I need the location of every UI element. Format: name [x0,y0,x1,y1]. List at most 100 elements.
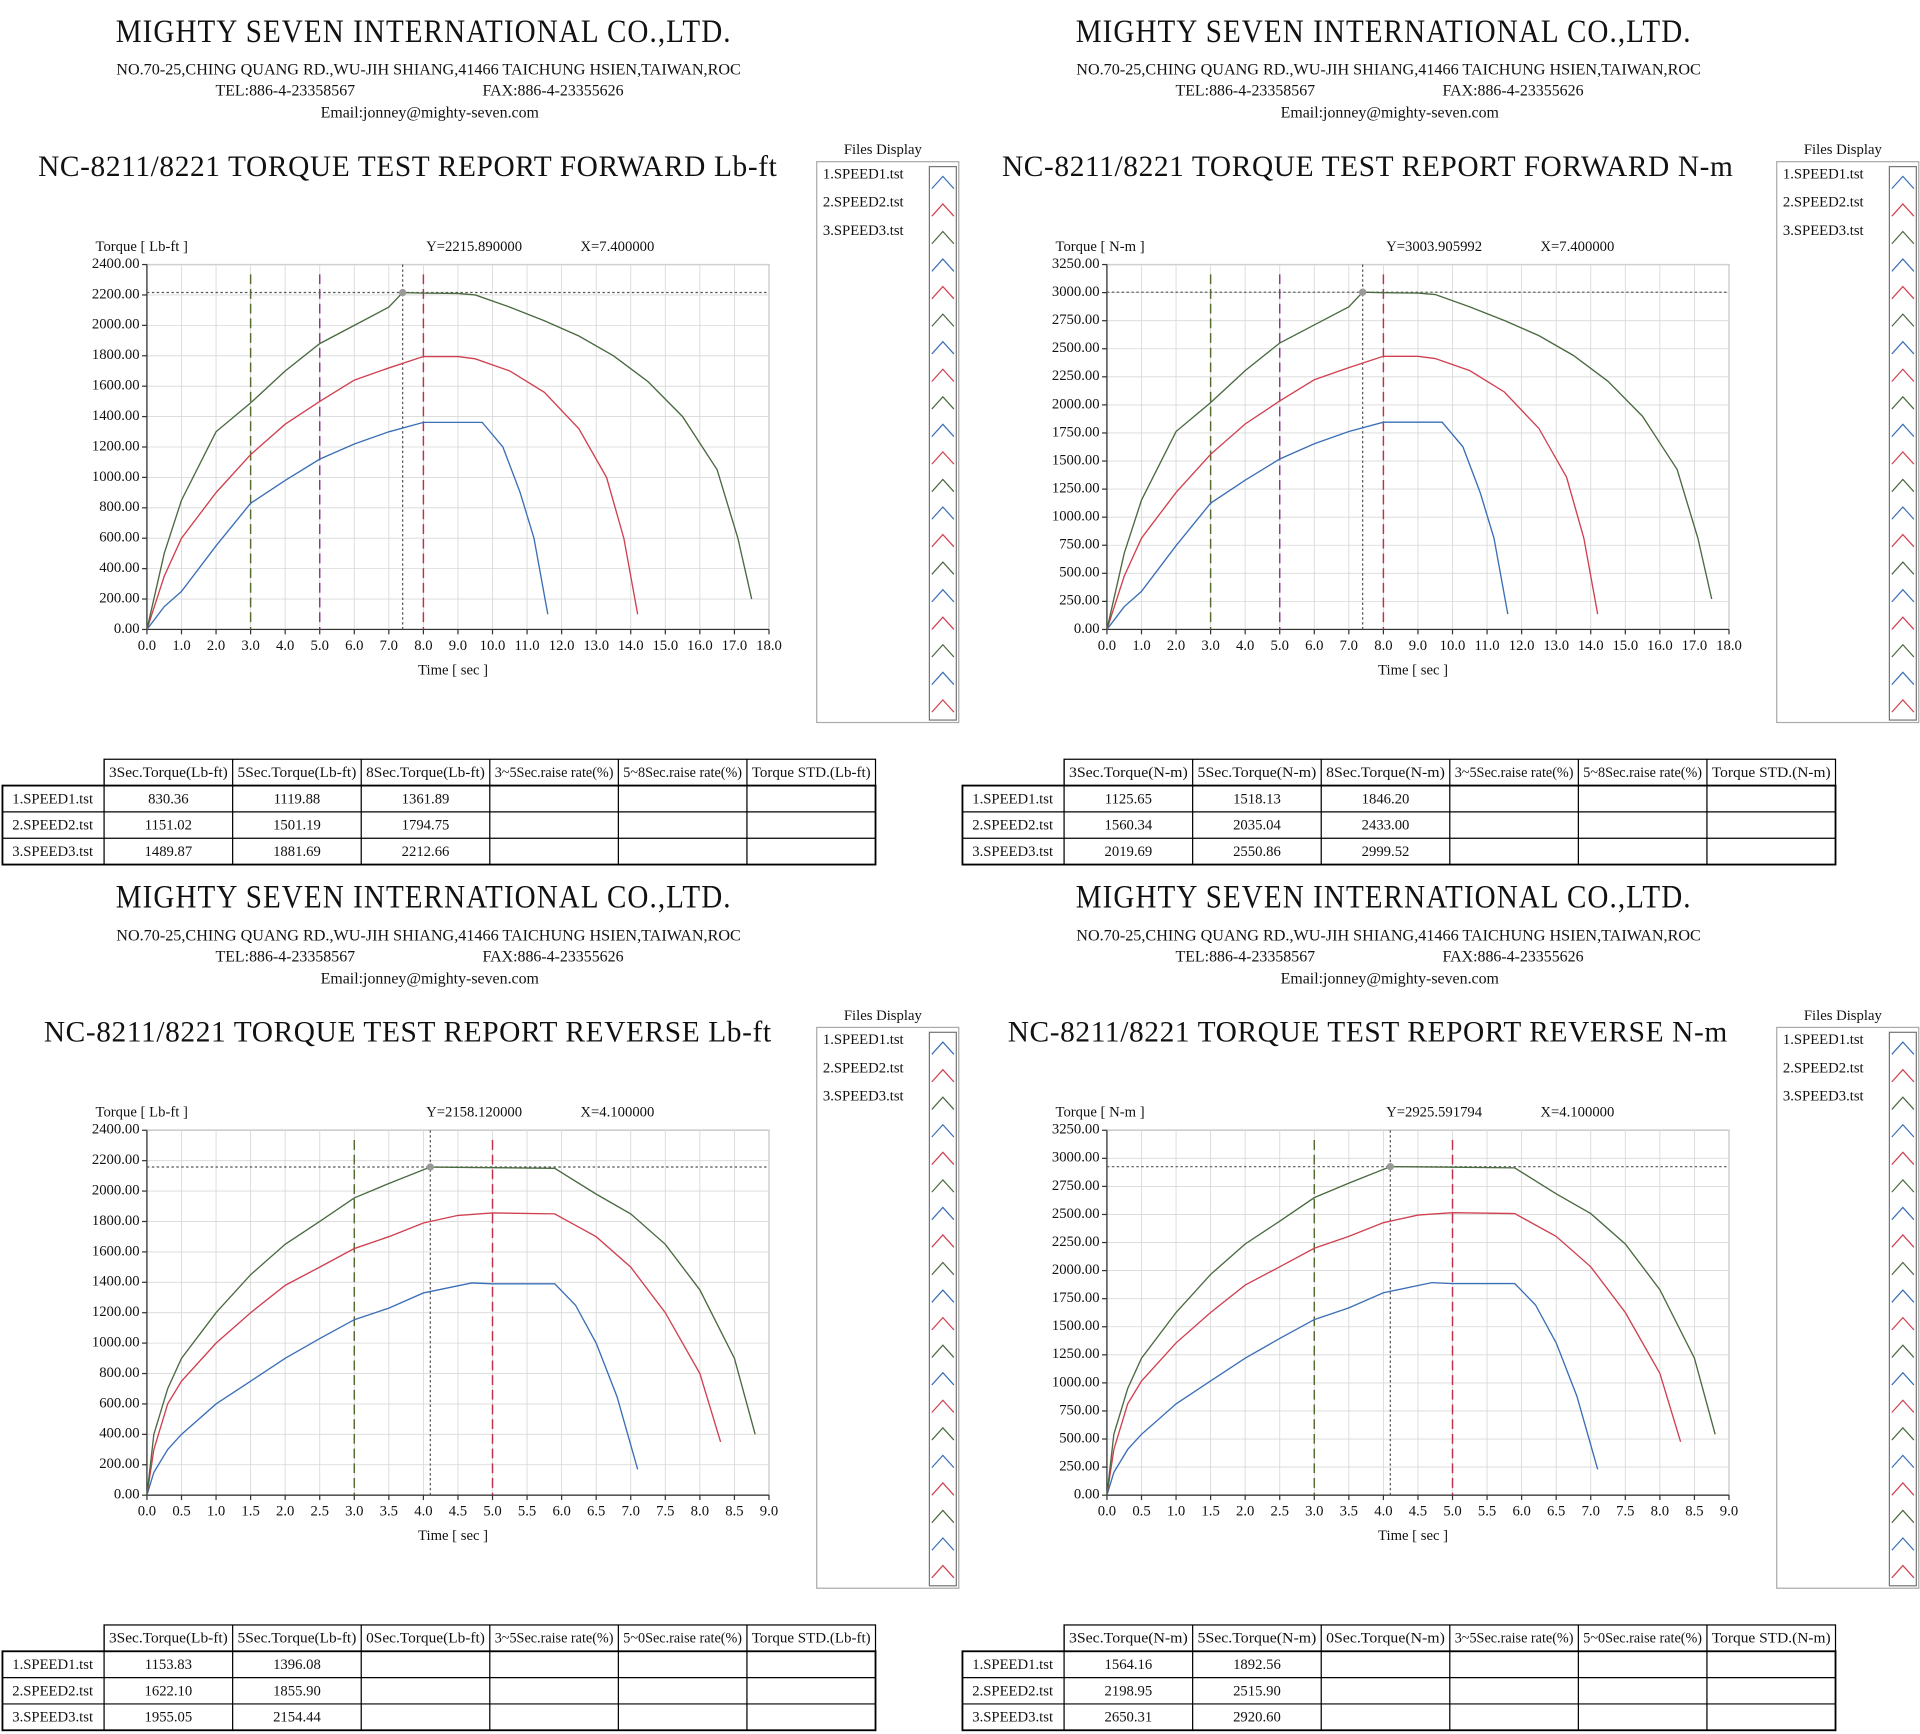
x-tick-label: 6.0 [345,638,363,654]
legend-icon [931,561,955,575]
x-tick-label: 4.0 [276,638,294,654]
table-cell: 1518.13 [1233,791,1281,807]
table-header: Torque STD.(N-m) [1712,765,1831,781]
y-tick-label: 1750.00 [1052,1290,1100,1306]
company-tel: TEL:886-4-23358567 [1176,83,1316,100]
x-tick-label: 14.0 [618,638,644,654]
legend-entry: 3.SPEED3.tst [823,223,904,239]
table-cell: 2920.60 [1233,1710,1281,1726]
legend-icon [1891,395,1915,410]
table-cell: 2550.86 [1233,844,1281,860]
x-tick-label: 5.5 [518,1504,536,1520]
legend-strip [1888,1031,1917,1587]
x-tick-label: 7.0 [1582,1504,1600,1520]
x-tick-label: 5.0 [483,1504,501,1520]
x-tick-label: 3.5 [380,1504,398,1520]
legend-icon [931,1041,955,1055]
company-name: MIGHTY SEVEN INTERNATIONAL CO.,LTD. [116,14,732,50]
series-line [146,1282,639,1496]
x-tick-label: 6.0 [552,1504,570,1520]
legend-icon [1891,203,1915,217]
x-tick-label: 7.5 [1616,1504,1634,1520]
table-cell: 1881.69 [273,844,321,860]
cursor-y-readout: Y=3003.905992 [1386,239,1482,255]
company-fax: FAX:886-4-23355626 [1442,83,1583,100]
table-row-name: 1.SPEED1.tst [972,1657,1053,1673]
legend-icon [931,368,955,382]
y-tick-label: 3000.00 [1052,1150,1100,1166]
company-address: NO.70-25,CHING QUANG RD.,WU-JIH SHIANG,4… [116,927,740,944]
series-line [1106,1165,1716,1496]
x-tick-label: 15.0 [652,638,678,654]
x-tick-label: 8.0 [1651,1504,1669,1520]
y-tick-label: 0.00 [114,1487,140,1503]
report-panel: MIGHTY SEVEN INTERNATIONAL CO.,LTD. NO.70… [1,14,960,866]
legend-icon [931,1399,955,1413]
x-tick-label: 1.0 [207,1504,225,1520]
table-cell: 1396.08 [273,1657,321,1673]
x-tick-label: 5.0 [311,638,329,654]
table-header: Torque STD.(Lb-ft) [752,1631,871,1647]
x-tick-label: 13.0 [1543,638,1569,654]
table-header: Torque STD.(Lb-ft) [752,765,871,781]
table-cell: 2999.52 [1362,844,1410,860]
table-header: 3~5Sec.raise rate(%) [1455,1631,1574,1647]
x-tick-label: 16.0 [687,638,713,654]
legend-icon [1891,478,1915,493]
x-tick-label: 6.0 [1512,1504,1530,1520]
legend-icon [931,230,955,245]
table-cell: 1125.65 [1105,791,1152,807]
y-tick-label: 0.00 [1074,1487,1100,1503]
cursor-x-readout: X=4.100000 [1540,1104,1614,1120]
legend-icon [931,478,955,493]
x-tick-label: 7.0 [1340,638,1358,654]
x-tick-label: 5.5 [1478,1504,1496,1520]
legend-entry: 3.SPEED3.tst [823,1089,904,1105]
table-header: 8Sec.Torque(N-m) [1326,765,1445,781]
x-tick-label: 2.0 [276,1504,294,1520]
y-tick-label: 500.00 [1059,1430,1099,1446]
cursor-x-readout: X=7.400000 [580,239,654,255]
legend-icon [1891,1206,1915,1221]
y-tick-label: 800.00 [99,499,139,515]
company-email: Email:jonney@mighty-seven.com [321,105,540,122]
legend-icon [1891,340,1915,355]
table-cell: 2154.44 [273,1710,321,1726]
y-tick-label: 1750.00 [1052,424,1100,440]
legend-icon [931,698,955,713]
legend-icon [931,175,955,190]
series-line [146,421,549,630]
company-name: MIGHTY SEVEN INTERNATIONAL CO.,LTD. [116,880,732,916]
x-axis-label: Time [ sec ] [418,662,488,678]
table-row-name: 3.SPEED3.tst [972,844,1053,860]
y-tick-label: 3250.00 [1052,1122,1100,1138]
x-tick-label: 2.5 [1271,1504,1289,1520]
x-tick-label: 1.0 [1167,1504,1185,1520]
table-row-name: 1.SPEED1.tst [972,791,1053,807]
legend-icon [931,395,955,410]
table-header: 3Sec.Torque(Lb-ft) [109,1631,228,1647]
company-tel: TEL:886-4-23358567 [216,948,356,965]
y-tick-label: 1500.00 [1052,1318,1100,1334]
legend-icon [1891,561,1915,575]
cursor-x-readout: X=4.100000 [580,1104,654,1120]
legend-icon [931,1234,955,1248]
legend-icon [1891,1399,1915,1413]
table-header: 5~8Sec.raise rate(%) [623,765,742,781]
x-tick-label: 8.0 [414,638,432,654]
legend-title: Files Display [844,142,923,158]
legend-icon [931,1316,955,1331]
legend-icon [1891,368,1915,382]
table-cell: 2433.00 [1362,818,1410,834]
x-tick-label: 4.0 [1374,1504,1392,1520]
x-axis-label: Time [ sec ] [1378,662,1448,678]
table-header: 5Sec.Torque(N-m) [1198,1631,1317,1647]
x-tick-label: 4.0 [1236,638,1254,654]
table-row-name: 3.SPEED3.tst [972,1710,1053,1726]
company-address: NO.70-25,CHING QUANG RD.,WU-JIH SHIANG,4… [1076,62,1700,79]
legend-icon [931,258,955,272]
cursor-point [398,288,407,297]
table-row-name: 3.SPEED3.tst [12,1710,93,1726]
table-cell: 2019.69 [1105,844,1153,860]
company-fax: FAX:886-4-23355626 [1442,948,1583,965]
